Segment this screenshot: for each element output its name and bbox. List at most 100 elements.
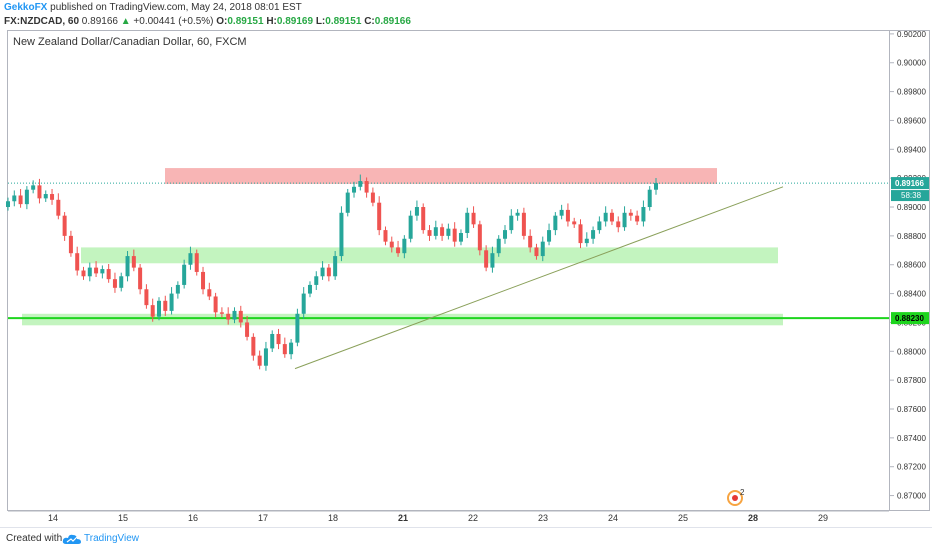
- candle-body: [641, 207, 646, 222]
- x-tick-label: 29: [818, 513, 828, 523]
- candle-body: [509, 215, 514, 231]
- candle-body: [402, 238, 407, 254]
- zone-support-2: [22, 313, 783, 326]
- candle-body: [125, 256, 130, 277]
- candle-body: [307, 284, 312, 294]
- x-tick-label: 24: [608, 513, 618, 523]
- hline-price-label-bg: [891, 312, 929, 325]
- open-label: O:: [216, 16, 228, 27]
- x-tick-label: 17: [258, 513, 268, 523]
- x-tick-label: 18: [328, 513, 338, 523]
- symbol-name: FX:NZDCAD, 60: [4, 16, 80, 27]
- y-tick-label: 0.87600: [897, 405, 926, 414]
- candle-body: [320, 267, 325, 277]
- y-tick-label: 0.87400: [897, 434, 926, 443]
- candle-body: [603, 212, 608, 222]
- candle-body: [408, 215, 413, 239]
- candle-body: [100, 269, 105, 274]
- candle-body: [182, 264, 187, 285]
- author-link[interactable]: GekkoFX: [4, 2, 48, 13]
- candle-body: [540, 241, 545, 257]
- event-count: 2: [740, 488, 745, 497]
- candle-body: [440, 227, 445, 236]
- candle-body: [24, 189, 29, 205]
- candle-body: [609, 212, 614, 222]
- candle-body: [364, 181, 369, 193]
- candle-body: [584, 238, 589, 244]
- footer-bar: Created with TradingView: [0, 527, 932, 551]
- up-arrow-icon: ▲: [120, 16, 131, 27]
- candle-body: [62, 215, 67, 236]
- candle-body: [477, 224, 482, 251]
- y-tick-label: 0.89600: [897, 116, 926, 125]
- candle-body: [452, 228, 457, 242]
- candle-body: [521, 212, 526, 236]
- header-bar: GekkoFX published on TradingView.com, Ma…: [0, 0, 932, 30]
- candle-body: [163, 300, 168, 311]
- y-tick-label: 0.89800: [897, 88, 926, 97]
- publish-line: GekkoFX published on TradingView.com, Ma…: [4, 1, 302, 15]
- candle-body: [565, 209, 570, 222]
- candle-body: [18, 195, 23, 205]
- candle-body: [87, 267, 92, 277]
- candle-body: [333, 256, 338, 277]
- candle-body: [238, 310, 243, 323]
- candle-body: [295, 313, 300, 343]
- y-tick-label: 0.89400: [897, 145, 926, 154]
- candle-body: [188, 253, 193, 265]
- y-tick-label: 0.87000: [897, 492, 926, 501]
- candle-body: [370, 192, 375, 203]
- candle-body: [245, 322, 250, 337]
- candle-body: [446, 228, 451, 236]
- candle-body: [56, 199, 61, 216]
- candle-body: [6, 201, 10, 208]
- chart-title: New Zealand Dollar/Canadian Dollar, 60, …: [13, 36, 247, 48]
- price-axis[interactable]: [890, 30, 930, 511]
- candle-body: [421, 207, 426, 231]
- candle-body: [156, 300, 161, 317]
- price-chart[interactable]: 14 15 16 17 18 21 22 23 24 25 28 29 0.90200 0.90000 0.…: [0, 0, 932, 527]
- y-tick-label: 0.88600: [897, 261, 926, 270]
- candle-body: [654, 183, 658, 190]
- last-price: 0.89166: [81, 16, 118, 27]
- candle-body: [75, 253, 80, 271]
- high-label: H:: [266, 16, 277, 27]
- candle-body: [276, 333, 281, 345]
- high-value: 0.89169: [276, 16, 314, 27]
- candle-body: [282, 344, 287, 355]
- candle-body: [616, 221, 621, 228]
- candle-body: [622, 212, 627, 228]
- close-label: C:: [364, 16, 375, 27]
- candle-body: [427, 230, 432, 236]
- change-value: +0.00441 (+0.5%): [133, 16, 214, 27]
- x-tick-label: 21: [398, 513, 408, 523]
- open-value: 0.89151: [227, 16, 264, 27]
- countdown-label: 58:38: [901, 191, 922, 200]
- last-price-label: 0.89166: [895, 179, 924, 188]
- candle-body: [339, 212, 344, 257]
- zone-support: [81, 247, 778, 264]
- tradingview-brand[interactable]: TradingView: [84, 533, 140, 544]
- y-tick-label: 0.87800: [897, 376, 926, 385]
- y-tick-label: 0.90000: [897, 59, 926, 68]
- y-tick-label: 0.88800: [897, 232, 926, 241]
- candle-body: [628, 212, 633, 216]
- candle-body: [194, 253, 199, 272]
- low-label: L:: [315, 16, 326, 27]
- x-tick-label: 22: [468, 513, 478, 523]
- candle-body: [433, 227, 438, 236]
- candle-body: [106, 269, 111, 280]
- candle-body: [578, 224, 583, 244]
- candle-body: [572, 221, 577, 225]
- x-tick-label: 14: [48, 513, 58, 523]
- candle-body: [43, 194, 48, 199]
- y-tick-label: 0.88400: [897, 290, 926, 299]
- candle-body: [547, 230, 552, 242]
- event-flag-icon[interactable]: [727, 490, 743, 506]
- hline-price-label: 0.88230: [895, 314, 924, 323]
- candle-body: [465, 212, 470, 233]
- candle-body: [232, 310, 237, 320]
- candle-body: [553, 215, 558, 231]
- last-price-label-bg: [891, 177, 929, 190]
- candle-body: [257, 355, 262, 366]
